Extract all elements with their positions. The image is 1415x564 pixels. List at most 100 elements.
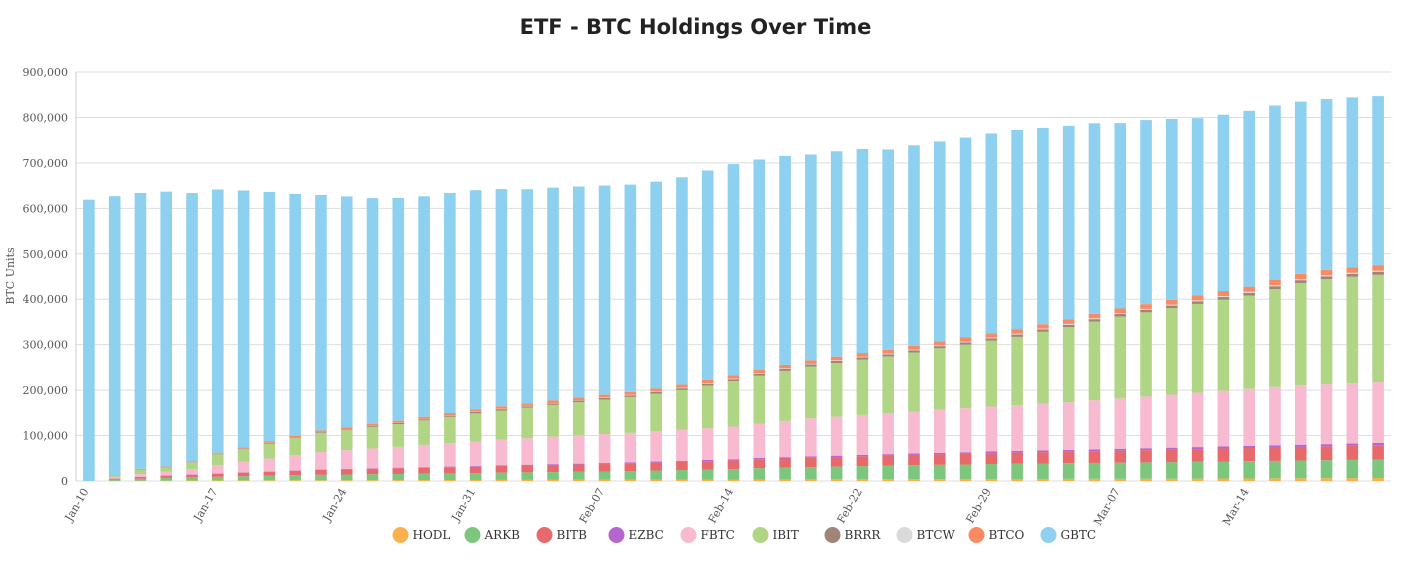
bar-segment-gbtc	[392, 198, 405, 421]
bar-segment-fbtc	[263, 458, 276, 472]
bar-segment-ibit	[1088, 321, 1101, 401]
legend-label: GBTC	[1061, 528, 1097, 542]
bar-segment-btcw	[779, 368, 791, 369]
bar-segment-arkb	[985, 464, 998, 480]
legend-swatch	[608, 527, 625, 543]
bar-segment-fbtc	[1294, 385, 1307, 445]
bar-segment-arkb	[598, 471, 611, 480]
bar-segment-btco	[805, 360, 817, 364]
bar-segment-fbtc	[1062, 402, 1075, 450]
legend-item-arkb[interactable]: ARKB	[464, 527, 521, 543]
bar-segment-brrr	[959, 342, 972, 345]
bar-segment-btco	[779, 364, 791, 369]
bar-segment-fbtc	[1011, 405, 1023, 451]
bar-segment-ibit	[289, 438, 301, 456]
bar-segment-brrr	[985, 338, 998, 341]
bar-segment-arkb	[1191, 461, 1204, 479]
bar-segment-btcw	[908, 349, 920, 351]
bar-segment-brrr	[572, 400, 585, 403]
bar-segment-ezbc	[805, 456, 817, 458]
bar-segment-btco	[624, 391, 637, 395]
bar-segment-hodl	[933, 479, 946, 481]
bar-segment-ezbc	[547, 464, 559, 466]
bar-segment-bitb	[933, 454, 946, 465]
bar-segment-fbtc	[521, 438, 534, 465]
bar-segment-btcw	[1191, 300, 1204, 302]
legend-label: BITB	[557, 528, 588, 542]
bar-segment-bitb	[547, 465, 559, 473]
bar-segment-hodl	[830, 479, 843, 481]
bar-segment-brrr	[933, 346, 946, 349]
bar-segment-ezbc	[1294, 444, 1307, 447]
bar-segment-hodl	[1191, 478, 1204, 481]
bar-segment-brrr	[1217, 297, 1230, 300]
bar-segment-gbtc	[1269, 105, 1281, 281]
bar-segment-brrr	[701, 383, 714, 386]
bar-segment-brrr	[315, 432, 327, 433]
bar-segment-ibit	[650, 393, 662, 432]
bar-segment-ibit	[108, 476, 121, 478]
bar-segment-hodl	[418, 480, 430, 481]
bar-segment-gbtc	[1320, 98, 1333, 270]
bar-segment-fbtc	[856, 414, 869, 455]
bar-segment-btcw	[1269, 285, 1281, 287]
bar-segment-btco	[908, 345, 920, 350]
bar-segment-bitb	[856, 456, 869, 467]
bar-segment-arkb	[1037, 463, 1049, 479]
bar-segment-btcw	[650, 391, 662, 392]
bar-segment-bitb	[598, 464, 611, 472]
bar-segment-btcw	[1088, 318, 1101, 320]
bar-segment-arkb	[624, 471, 637, 480]
y-axis-title: BTC Units	[4, 247, 17, 305]
bar-segment-hodl	[598, 479, 611, 481]
bar-segment-ibit	[1062, 327, 1075, 403]
bar-segment-fbtc	[1269, 386, 1281, 446]
bar-segment-gbtc	[289, 193, 301, 436]
legend-item-hodl[interactable]: HODL	[392, 527, 451, 543]
bar-segment-brrr	[392, 422, 405, 425]
bar-segment-arkb	[959, 464, 972, 480]
bar-segment-btcw	[1062, 323, 1075, 325]
bar-segment-fbtc	[572, 435, 585, 464]
bar-segment-ibit	[805, 366, 817, 419]
bar-segment-arkb	[1166, 462, 1178, 479]
legend-item-fbtc[interactable]: FBTC	[680, 527, 735, 543]
bar-segment-fbtc	[547, 436, 559, 465]
bar-segment-fbtc	[1037, 403, 1049, 451]
bar-segment-ezbc	[469, 466, 482, 467]
bar-segment-hodl	[650, 479, 662, 481]
bar-segment-fbtc	[1166, 394, 1178, 448]
bar-segment-btco	[650, 388, 662, 392]
bar-segment-brrr	[598, 397, 611, 400]
bar-segment-bitb	[418, 467, 430, 474]
bar-segment-ibit	[727, 381, 740, 427]
bar-segment-btco	[933, 341, 946, 346]
bar-segment-gbtc	[959, 137, 972, 338]
legend-item-ibit[interactable]: IBIT	[752, 527, 799, 543]
legend-item-ezbc[interactable]: EZBC	[608, 527, 664, 543]
legend-label: BTCO	[989, 528, 1025, 542]
bar-segment-ezbc	[1372, 442, 1384, 446]
bar-segment-hodl	[701, 479, 714, 481]
bar-segment-arkb	[933, 464, 946, 480]
bar-segment-btcw	[1346, 272, 1359, 274]
bar-segment-ibit	[134, 469, 147, 474]
bar-segment-brrr	[366, 426, 379, 428]
bar-segment-ezbc	[1243, 445, 1255, 449]
bar-segment-brrr	[753, 373, 766, 376]
legend-item-brrr[interactable]: BRRR	[824, 527, 882, 543]
bar-segment-fbtc	[237, 461, 250, 473]
legend-item-bitb[interactable]: BITB	[536, 527, 588, 543]
bar-segment-ezbc	[624, 462, 637, 464]
bar-segment-hodl	[1062, 478, 1075, 481]
bar-segment-btco	[701, 379, 714, 384]
bar-segment-btco	[1011, 329, 1023, 334]
legend-item-gbtc[interactable]: GBTC	[1040, 527, 1097, 543]
bar-segment-bitb	[392, 468, 405, 474]
bar-segment-btcw	[985, 337, 998, 339]
bar-segment-ibit	[1320, 279, 1333, 385]
legend-item-btcw[interactable]: BTCW	[896, 527, 956, 543]
bar-segment-btco	[856, 353, 869, 357]
legend-item-btco[interactable]: BTCO	[968, 527, 1025, 543]
bar-segment-bitb	[1294, 446, 1307, 461]
